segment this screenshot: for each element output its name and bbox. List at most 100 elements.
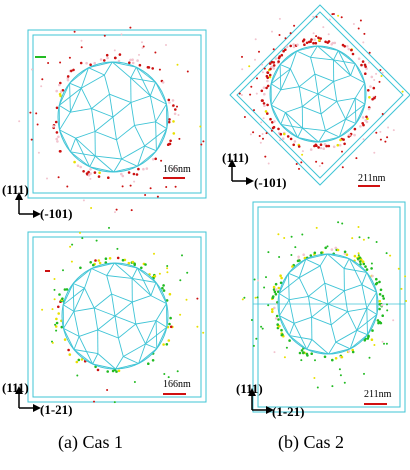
defect-dot (176, 105, 178, 108)
defect-dot (364, 65, 367, 68)
mesh-edge (63, 328, 75, 350)
mesh-edge (330, 311, 348, 326)
mesh-edge (84, 287, 95, 309)
mesh-edge (132, 277, 157, 283)
defect-dot (169, 325, 173, 329)
defect-dot (332, 13, 335, 15)
mesh-edge (137, 267, 157, 283)
defect-dot (358, 236, 361, 239)
defect-dot (271, 308, 274, 311)
defect-dot (55, 89, 58, 93)
defect-dot (341, 222, 344, 225)
defect-dot (136, 59, 139, 62)
mesh-edge (270, 89, 282, 106)
defect-dot (145, 167, 149, 170)
defect-dot (272, 288, 276, 291)
nanoparticle-mesh (61, 262, 169, 370)
defect-dot (301, 153, 304, 156)
mesh-edge (279, 299, 290, 316)
defect-dot (266, 103, 269, 107)
mesh-edge (91, 262, 115, 269)
defect-dot (161, 286, 164, 290)
defect-dot (378, 293, 382, 296)
mesh-edge (111, 293, 116, 317)
defect-dot (75, 360, 79, 364)
mesh-edge (73, 336, 80, 350)
defect-dot (376, 319, 380, 322)
mesh-edge (80, 87, 92, 109)
mesh-edge (69, 82, 82, 89)
mesh-edge (113, 165, 138, 173)
axis-arrows: (111) (-101) (222, 150, 287, 190)
mesh-edge (311, 339, 329, 355)
defect-dot (378, 307, 381, 311)
defect-dot (58, 150, 62, 153)
defect-dot (108, 257, 112, 260)
defect-dot (243, 296, 246, 299)
defect-dot (375, 131, 378, 134)
defect-dot (241, 68, 244, 71)
mesh-edge (89, 166, 114, 173)
defect-dot (346, 45, 349, 48)
defect-dot (141, 41, 143, 44)
defect-dot (386, 136, 389, 139)
mesh-edge (155, 320, 168, 328)
defect-dot (397, 267, 400, 270)
defect-dot (343, 142, 346, 146)
mesh-edge (97, 315, 116, 331)
mesh-edge (327, 253, 350, 260)
defect-dot (77, 358, 81, 362)
mesh-edge (145, 320, 157, 345)
defect-dot (140, 266, 143, 270)
defect-dot (277, 60, 280, 63)
mesh-edge (131, 302, 137, 325)
mesh-edge (278, 273, 289, 294)
defect-dot (172, 132, 176, 135)
defect-dot (362, 138, 365, 141)
mesh-edge (324, 283, 329, 305)
defect-dot (131, 61, 135, 65)
defect-dot (357, 226, 360, 228)
defect-dot (250, 319, 253, 321)
mesh-edge (317, 45, 339, 51)
defect-dot (249, 133, 252, 136)
defect-dot (129, 184, 132, 187)
mesh-edge (298, 277, 309, 297)
defect-dot (292, 45, 296, 49)
defect-dot (41, 78, 44, 81)
mesh-edge (130, 95, 151, 103)
mesh-edge (69, 87, 82, 113)
panel-cas1-bottom: 166nm (111) (1-21) (2, 226, 207, 417)
defect-dot (121, 258, 125, 262)
defect-dot (312, 32, 315, 35)
defect-dot (144, 194, 147, 196)
defect-dot (301, 233, 304, 236)
defect-dot (280, 328, 283, 332)
mesh-edge (298, 73, 316, 88)
defect-dot (176, 370, 179, 373)
mesh-edge (333, 59, 351, 76)
mesh-edge (150, 295, 167, 305)
defect-dot (256, 296, 259, 299)
defect-dot (317, 146, 320, 149)
mesh-edge (297, 137, 319, 143)
defect-dot (261, 63, 264, 66)
defect-dot (57, 305, 60, 309)
mesh-edge (70, 151, 90, 168)
defect-dot (252, 131, 255, 134)
defect-dot (98, 171, 101, 174)
mesh-edge (336, 101, 347, 120)
defect-dot (292, 43, 296, 46)
mesh-edge (305, 258, 321, 267)
defect-dot (316, 386, 319, 389)
mesh-edge (293, 323, 308, 350)
mesh-edge (114, 315, 136, 325)
defect-dot (46, 177, 48, 180)
mesh-edge (298, 86, 303, 107)
mesh-edge (285, 112, 303, 129)
defect-dot (364, 265, 367, 268)
mesh-edge (296, 45, 318, 52)
mesh-edge (344, 284, 363, 292)
defect-dot (40, 85, 43, 88)
defect-dot (166, 271, 169, 274)
